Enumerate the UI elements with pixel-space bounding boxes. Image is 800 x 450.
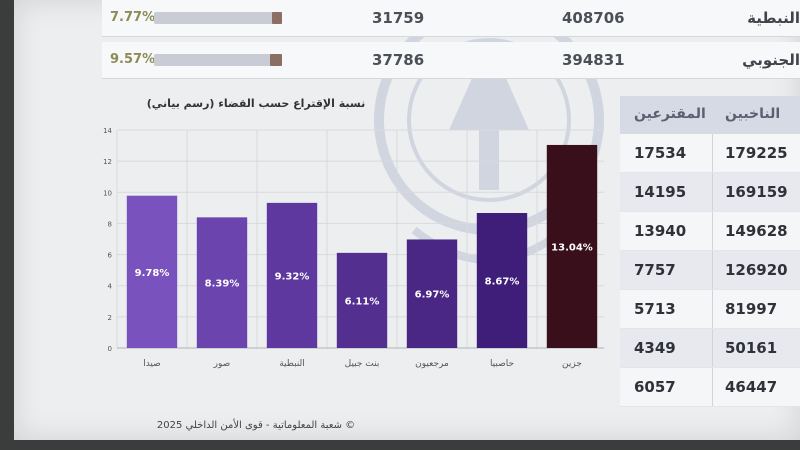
progress-bar [154, 54, 282, 66]
top-table-row-1: 7.77% 31759 408706 النبطية [102, 0, 800, 37]
district-name: الجنوبي [742, 51, 800, 69]
data-label: 6.11% [345, 296, 380, 307]
chart-title: نسبة الإقتراع حسب القضاء (رسم بياني) [146, 97, 366, 110]
cell-registered: 179225 [725, 144, 788, 162]
table-row: 14195 169159 [620, 173, 800, 212]
cell-voters-cast: 7757 [634, 261, 676, 279]
percent-text: 7.77% [110, 10, 156, 25]
column-divider [712, 212, 713, 250]
y-tick-label: 14 [103, 127, 112, 135]
cell-voters-cast: 6057 [634, 378, 676, 396]
cell-voters-cast: 17534 [634, 144, 687, 162]
header-voters-cast: المقترعين [634, 106, 706, 122]
bar [546, 144, 598, 348]
bar-chart: 0 2 4 6 8 10 12 14 9.78% صيدا 8.39% صور 9.32% النبطية… [103, 127, 604, 369]
votes-value: 37786 [372, 51, 425, 69]
table-row: 13940 149628 [620, 212, 800, 251]
bar [476, 212, 528, 348]
footer-copyright: © شعبة المعلوماتية - قوى الأمن الداخلي 2… [156, 420, 356, 431]
table-row: 17534 179225 [620, 134, 800, 173]
y-tick-label: 6 [108, 252, 113, 260]
x-tick-label: صيدا [143, 359, 161, 369]
table-row: 5713 81997 [620, 290, 800, 329]
column-divider [712, 134, 713, 172]
data-label: 8.67% [485, 276, 520, 287]
table-row: 6057 46447 [620, 368, 800, 407]
column-divider [712, 251, 713, 289]
table-row: 4349 50161 [620, 329, 800, 368]
header-registered: الناخبين [725, 106, 781, 122]
voters-value: 408706 [562, 9, 625, 27]
cell-registered: 50161 [725, 339, 778, 357]
x-tick-label: حاصبيا [490, 359, 514, 369]
cell-voters-cast: 13940 [634, 222, 687, 240]
cell-voters-cast: 4349 [634, 339, 676, 357]
cell-registered: 149628 [725, 222, 788, 240]
data-label: 13.04% [551, 242, 593, 253]
table-row: 7757 126920 [620, 251, 800, 290]
bar [126, 195, 178, 348]
data-label: 9.78% [135, 268, 170, 279]
x-tick-label: صور [213, 359, 231, 369]
screen: 7.77% 31759 408706 النبطية 9.57% 37786 3… [14, 0, 800, 440]
cell-registered: 81997 [725, 300, 778, 318]
district-name: النبطية [747, 9, 800, 27]
cell-registered: 46447 [725, 378, 778, 396]
y-tick-label: 10 [103, 189, 112, 197]
progress-bar [154, 12, 282, 24]
bar [196, 217, 248, 348]
data-label: 8.39% [205, 279, 240, 290]
cell-registered: 169159 [725, 183, 788, 201]
cell-registered: 126920 [725, 261, 788, 279]
data-label: 6.97% [415, 290, 450, 301]
column-divider [712, 329, 713, 367]
y-tick-label: 2 [108, 314, 112, 322]
table-header: المقترعين الناخبين [620, 96, 800, 134]
bar [266, 202, 318, 348]
votes-value: 31759 [372, 9, 425, 27]
y-tick-label: 4 [108, 283, 113, 291]
x-tick-label: جزين [562, 359, 582, 369]
x-tick-label: بنت جبيل [345, 359, 380, 369]
y-tick-label: 12 [103, 158, 112, 166]
cell-voters-cast: 14195 [634, 183, 687, 201]
percent-text: 9.57% [110, 52, 156, 67]
results-table: المقترعين الناخبين 17534 179225 14195 16915… [620, 96, 800, 407]
top-table-row-2: 9.57% 37786 394831 الجنوبي [102, 42, 800, 79]
bar [336, 252, 388, 348]
x-tick-label: مرجعيون [415, 359, 449, 369]
y-tick-label: 0 [108, 345, 112, 353]
column-divider [712, 368, 713, 406]
y-tick-label: 8 [108, 220, 112, 228]
voters-value: 394831 [562, 51, 625, 69]
data-label: 9.32% [275, 271, 310, 282]
bar [406, 239, 458, 348]
column-divider [712, 173, 713, 211]
x-tick-label: النبطية [279, 359, 305, 369]
table-body: 17534 179225 14195 169159 13940 149628 7757 126… [620, 134, 800, 407]
cell-voters-cast: 5713 [634, 300, 676, 318]
column-divider [712, 290, 713, 328]
